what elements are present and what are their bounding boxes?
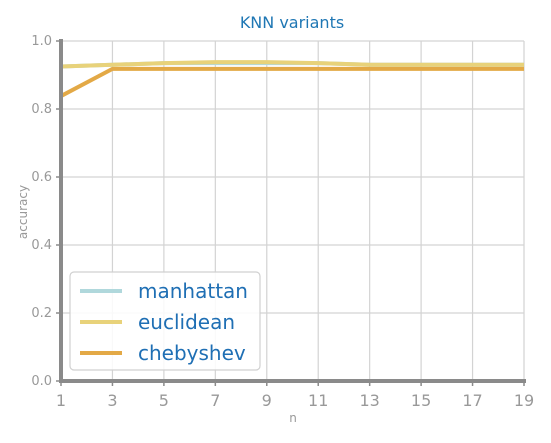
x-tick-label: 9	[262, 391, 272, 410]
x-tick-label: 1	[56, 391, 66, 410]
chart-title: KNN variants	[240, 13, 344, 32]
series-line-euclidean	[60, 60, 524, 69]
y-tick-label: 0.8	[31, 102, 52, 117]
tick-labels: 1 3 5 7 9 11 13 15 17 190.00.20.40.60.81.0	[31, 34, 534, 410]
y-tick-label: 0.0	[31, 374, 52, 389]
legend-label-chebyshev: chebyshev	[138, 341, 246, 365]
y-axis-label: accuracy	[16, 185, 30, 239]
x-tick-label: 3	[107, 391, 117, 410]
y-tick-label: 0.4	[31, 238, 52, 253]
x-tick-label: 13	[359, 391, 379, 410]
x-tick-label: 11	[308, 391, 328, 410]
legend-label-manhattan: manhattan	[138, 279, 248, 303]
y-tick-label: 0.2	[31, 306, 52, 321]
x-tick-label: 19	[514, 391, 534, 410]
series-lines	[60, 60, 524, 98]
x-axis-label: n	[289, 411, 297, 425]
legend: manhattan euclidean chebyshev	[69, 271, 261, 371]
axes	[56, 39, 526, 386]
y-tick-label: 1.0	[31, 34, 52, 49]
x-tick-label: 5	[159, 391, 169, 410]
x-tick-label: 17	[462, 391, 482, 410]
legend-box	[69, 271, 261, 371]
x-tick-label: 7	[210, 391, 220, 410]
y-tick-label: 0.6	[31, 170, 52, 185]
legend-label-euclidean: euclidean	[138, 310, 235, 334]
x-tick-label: 15	[411, 391, 431, 410]
series-line-chebyshev	[60, 66, 524, 98]
